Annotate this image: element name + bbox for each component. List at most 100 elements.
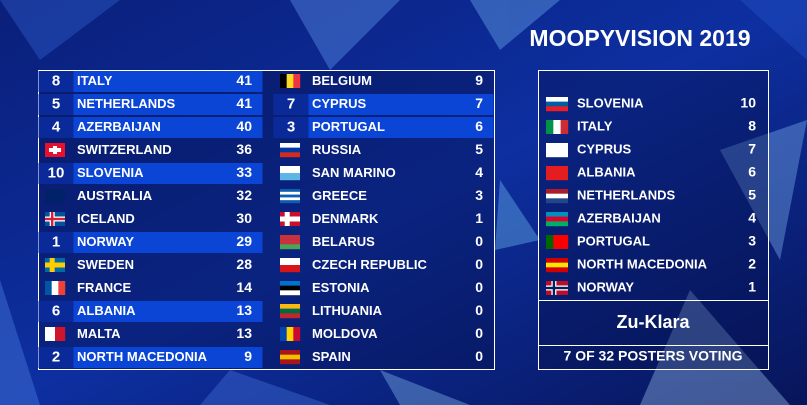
title: MOOPYVISION 2019 xyxy=(529,25,750,51)
flag-stripe xyxy=(286,74,294,88)
total-score: 28 xyxy=(236,256,252,272)
total-score: 40 xyxy=(236,118,252,134)
flag-stripe xyxy=(280,239,300,245)
voter-points: 1 xyxy=(748,279,756,295)
flag-stripe xyxy=(280,327,287,341)
flag-stripe xyxy=(553,120,561,134)
country-name: ITALY xyxy=(77,73,113,88)
flag-stripe xyxy=(553,235,561,249)
flag-stripe xyxy=(58,281,66,295)
total-score: 6 xyxy=(475,118,483,134)
flag-stripe xyxy=(546,97,568,102)
voter-country: SLOVENIA xyxy=(577,95,644,110)
total-score: 7 xyxy=(475,95,483,111)
flag-stripe xyxy=(45,281,52,295)
total-score: 13 xyxy=(236,302,252,318)
flag-stripe xyxy=(560,120,569,134)
flag-stripe xyxy=(280,74,287,88)
country-name: DENMARK xyxy=(312,211,379,226)
flag-stripe xyxy=(546,267,568,273)
flag-stripe xyxy=(280,147,300,153)
voter-country: NETHERLANDS xyxy=(577,187,676,202)
points-badge xyxy=(38,94,74,115)
voter-points: 2 xyxy=(748,256,756,272)
flag-cross xyxy=(45,217,65,221)
country-name: SAN MARINO xyxy=(312,165,396,180)
voter-country: NORTH MACEDONIA xyxy=(577,256,708,271)
flag-stripe xyxy=(286,327,294,341)
country-name: ICELAND xyxy=(77,211,135,226)
total-score: 0 xyxy=(475,302,483,318)
flag-stripe xyxy=(546,235,554,249)
voter-points: 7 xyxy=(748,141,756,157)
total-score: 41 xyxy=(236,95,252,111)
flag-stripe xyxy=(546,166,568,181)
points-badge xyxy=(273,117,309,138)
flag-stripe xyxy=(560,235,569,249)
points-received: 6 xyxy=(52,302,60,319)
country-name: SWEDEN xyxy=(77,257,134,272)
total-score: 0 xyxy=(475,325,483,341)
country-name: AZERBAIJAN xyxy=(77,119,161,134)
country-name: ESTONIA xyxy=(312,280,370,295)
points-badge xyxy=(38,71,74,92)
highlight-row xyxy=(38,117,263,138)
country-name: RUSSIA xyxy=(312,142,362,157)
flag-stripe xyxy=(546,258,568,263)
flag-stripe xyxy=(280,166,300,174)
flag-stripe xyxy=(280,194,300,198)
points-received: 7 xyxy=(287,95,295,112)
total-score: 0 xyxy=(475,348,483,364)
total-score: 5 xyxy=(475,141,483,157)
flag-stripe xyxy=(280,244,300,250)
voter-name: Zu-Klara xyxy=(616,312,690,332)
country-name: FRANCE xyxy=(77,280,131,295)
highlight-row xyxy=(38,301,263,322)
highlight-row xyxy=(38,163,263,184)
country-name: AUSTRALIA xyxy=(77,188,153,203)
country-name: CYPRUS xyxy=(312,96,367,111)
flag-stripe xyxy=(546,216,568,222)
flag-stripe xyxy=(280,313,300,319)
total-score: 9 xyxy=(244,348,252,364)
flag-stripe xyxy=(45,189,65,204)
total-score: 0 xyxy=(475,279,483,295)
voter-country: AZERBAIJAN xyxy=(577,210,661,225)
points-received: 4 xyxy=(52,118,61,135)
total-score: 4 xyxy=(475,164,483,180)
flag-stripe xyxy=(280,359,300,365)
country-name: NORTH MACEDONIA xyxy=(77,349,208,364)
country-name: BELARUS xyxy=(312,234,375,249)
flag-stripe xyxy=(280,143,300,148)
flag-stripe xyxy=(280,197,300,201)
highlight-row xyxy=(273,94,494,115)
voter-country: CYPRUS xyxy=(577,141,632,156)
voter-points: 5 xyxy=(748,187,756,203)
country-name: MOLDOVA xyxy=(312,326,378,341)
points-received: 8 xyxy=(52,72,60,89)
voter-points: 8 xyxy=(748,118,756,134)
country-name: CZECH REPUBLIC xyxy=(312,257,427,272)
flag-stripe xyxy=(280,350,300,355)
points-received: 3 xyxy=(287,118,295,135)
flag-cross xyxy=(280,216,300,222)
rows: 8 ITALY 415 NETHERLANDS 414 AZERBAIJAN 40SWITZ… xyxy=(38,71,756,368)
flag-stripe xyxy=(546,189,568,194)
country-name: NORWAY xyxy=(77,234,134,249)
country-name: LITHUANIA xyxy=(312,303,383,318)
flag-stripe xyxy=(45,327,56,341)
flag-stripe xyxy=(546,221,568,227)
flag-cross xyxy=(49,148,61,152)
voter-points: 3 xyxy=(748,233,756,249)
country-name: NETHERLANDS xyxy=(77,96,176,111)
total-score: 41 xyxy=(236,72,252,88)
voter-country: NORWAY xyxy=(577,279,634,294)
flag-stripe xyxy=(546,101,568,107)
highlight-row xyxy=(38,71,263,92)
flag-stripe xyxy=(280,290,300,296)
total-score: 9 xyxy=(475,72,483,88)
flag-stripe xyxy=(546,198,568,204)
total-score: 13 xyxy=(236,325,252,341)
